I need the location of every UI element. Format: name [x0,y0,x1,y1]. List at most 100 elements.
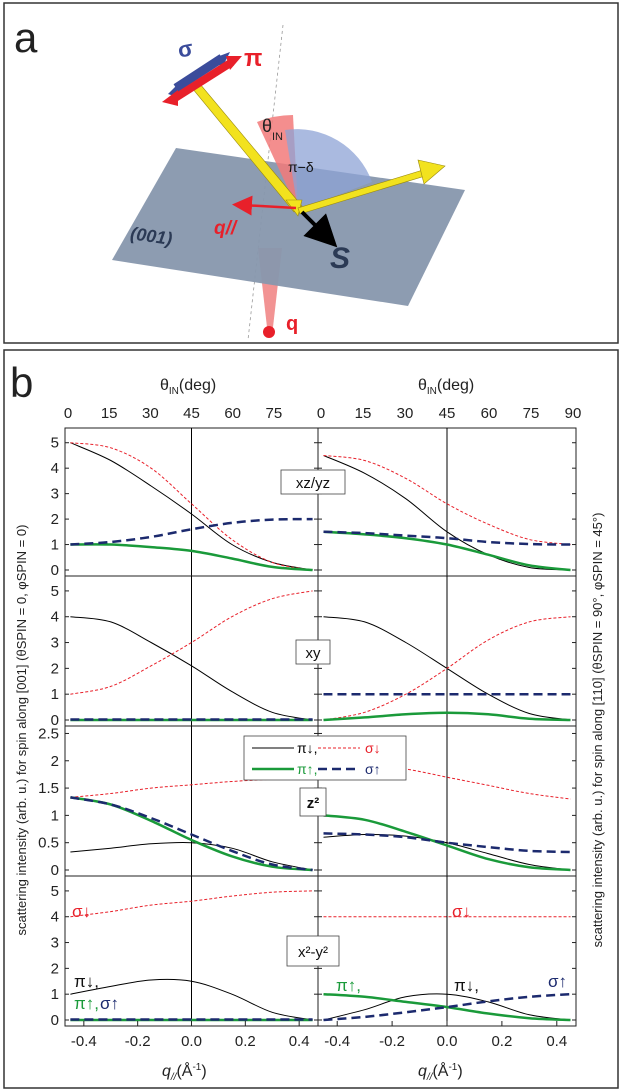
top-axis-title-left: θIN(deg) [160,377,216,397]
subplot-6: 0 1 2 3 4 5 [51,875,319,1029]
subplot-1 [317,427,577,577]
series-pi-up-line [70,543,313,572]
x-ticks: -0.4 -0.2 0.0 0.2 0.4 -0.4 -0.2 0.0 0.2 0.4 [71,1021,567,1050]
title-box-x2y2 [286,935,340,967]
annot-left-sigma-up: σ↑ [100,994,119,1013]
top-tick-label: 90 [565,405,582,422]
top-tick-label: 15 [355,405,372,422]
y-tick-label: 3 [51,635,59,652]
x-tick-label: 0.2 [235,1033,256,1050]
pi-arrow-head-right [226,56,242,70]
panel-b: b θIN(deg) θIN(deg) 0 15 30 45 60 75 0 15 30 45 6… [3,349,619,1089]
x-tick-label: 0.0 [437,1033,458,1050]
series-sigma-down-line [70,442,313,571]
subplot-0: 0 1 2 3 4 5 [51,427,319,579]
y-tick-label: 1 [51,537,59,554]
top-tick-label: 45 [183,405,200,422]
series-pi-down-line [323,833,571,871]
top-tick-label: 30 [397,405,414,422]
y-tick-label: 0 [51,1012,59,1029]
y-tick-label: 5 [51,883,59,900]
legend-box [243,735,407,781]
y-tick-label: 4 [51,609,59,626]
title-xzyz: xz/yz [296,475,330,492]
top-tick-label: 0 [64,405,72,422]
legend-pi-down: π↓, [297,740,318,756]
top-tick-label: 15 [101,405,118,422]
y-tick-label: 4 [51,460,59,477]
series-pi-up-line [323,711,571,722]
pi-minus-delta-label: π−δ [288,159,314,175]
top-tick-label: 60 [224,405,241,422]
theta-in-label-sub: IN [272,131,283,143]
annot-right-sigma-down: σ↓ [452,902,471,921]
y-axis-label-left: scattering intensity (arb. u.) for spin … [14,525,29,936]
top-tick-label: 45 [439,405,456,422]
series-sigma-up-line [70,796,313,872]
series-pi-down-line [323,455,571,571]
series-sigma-down-line [70,890,313,918]
series-sigma-down-line [70,590,313,695]
x-tick-label: 0.2 [491,1033,512,1050]
theta-in-label-symbol: θ [262,116,272,136]
x-tick-label: -0.2 [379,1033,405,1050]
series-pi-down-line [70,616,313,721]
series-sigma-down-line [323,616,571,721]
series-sigma-down-line [323,455,571,545]
series-pi-down-line [323,993,571,1021]
top-tick-label: 30 [142,405,159,422]
q-parallel-label: q// [214,218,238,239]
x-tick-label: 0.0 [181,1033,202,1050]
y-tick-label: 4 [51,909,59,926]
series-pi-down-line [70,978,313,1021]
panel-a-letter: a [14,14,38,61]
y-tick-label: 1 [51,807,59,824]
x-tick-label: -0.4 [71,1033,97,1050]
top-axis-title-right: θIN(deg) [418,377,474,397]
annot-right-pi-up: π↑, [336,976,361,995]
y-tick-label: 2.5 [38,725,59,742]
pi-label: π [244,45,262,72]
sigma-label: σ [176,35,195,62]
legend-pi-up: π↑, [297,761,318,777]
y-tick-label: 3 [51,935,59,952]
y-tick-label: 1 [51,986,59,1003]
top-tick-label: 0 [317,405,325,422]
spin-arrow [300,210,338,248]
top-tick-label: 60 [481,405,498,422]
x-tick-label: 0.4 [289,1033,310,1050]
spin-label: S [330,242,350,275]
y-tick-label: 0.5 [38,835,59,852]
x-tick-label: -0.2 [125,1033,151,1050]
title-x2y2: x²-y² [298,944,328,961]
delta-wedge [285,129,372,210]
annot-left-pi-down: π↓, [74,972,99,991]
y-tick-label: 1 [51,686,59,703]
y-tick-label: 1.5 [38,780,59,797]
q-parallel-arrow [232,195,297,216]
legend-sigma-down: σ↓ [365,740,381,756]
series-pi-up-line [323,814,571,872]
pi-polarization-arrow [169,58,235,104]
sigma-polarization-arrow [173,54,225,92]
y-axis-label-right: scattering intensity (arb. u.) for spin … [590,513,605,948]
bottom-axis-title-right: q//(Å-1) [418,1061,463,1083]
bottom-axis-title-left: q//(Å-1) [162,1061,207,1083]
title-z2: z² [307,795,320,812]
top-tick-label: 75 [265,405,282,422]
x-tick-label: 0.4 [546,1033,567,1050]
x2y2-annotations: σ↓ π↓, π↑, σ↑ σ↓ π↑, π↓, σ↑ [72,902,567,1013]
panel-a: a σ π θ IN π−δ (0 [3,2,619,344]
y-tick-label: 2 [51,753,59,770]
y-tick-label: 0 [51,862,59,879]
title-box-z2 [299,787,327,817]
series-pi-up-line [70,796,313,872]
top-ticks-left: 0 15 30 45 60 75 [64,405,282,422]
subplot-titles: xz/yz xy z² x²-y² [280,469,346,967]
y-tick-label: 0 [51,562,59,579]
annot-right-sigma-up: σ↑ [548,972,567,991]
q-label: q [286,313,298,335]
y-tick-label: 0 [51,712,59,729]
